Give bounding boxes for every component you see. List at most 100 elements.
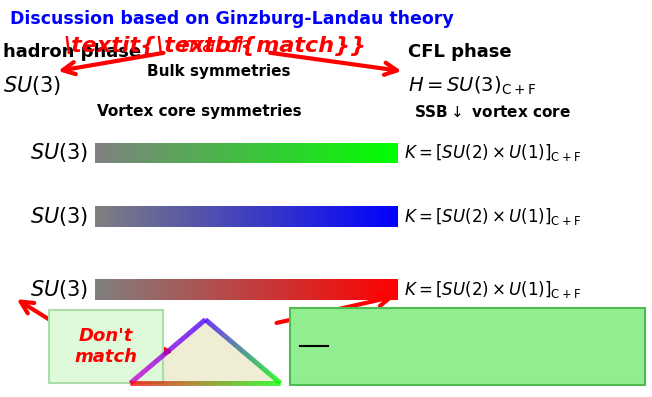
Bar [177,143,179,163]
Bar [353,279,354,300]
Bar [339,206,340,227]
Bar [241,143,242,163]
Bar [108,279,109,300]
Bar [304,143,306,163]
Bar [186,279,188,300]
Bar [336,279,337,300]
Bar [228,143,229,163]
Bar [368,206,370,227]
Bar [209,279,210,300]
Bar [242,279,243,300]
Bar [245,143,246,163]
Text: $=\ \dfrac{SU(3)_{\rm C+F}}{SU(2)\times U(1)}\ =\ \mathbf{C}P^{\mathbf{2}}$: $=\ \dfrac{SU(3)_{\rm C+F}}{SU(2)\times … [329,325,523,368]
Bar [134,279,135,300]
Bar [256,143,258,163]
Bar [98,206,100,227]
FancyBboxPatch shape [290,308,645,385]
Text: $H$: $H$ [303,319,319,338]
Bar [227,279,228,300]
Bar [280,143,282,163]
Bar [210,279,211,300]
Bar [225,206,226,227]
Bar [118,143,119,163]
Bar [248,279,249,300]
Bar [199,279,200,300]
Bar [254,206,255,227]
Bar [327,279,328,300]
Bar [350,279,351,300]
Bar [123,143,124,163]
Text: $K = [SU(2)\times U(1)]_{\rm C+F}$: $K = [SU(2)\times U(1)]_{\rm C+F}$ [404,206,582,227]
Bar [151,206,152,227]
Bar [392,206,393,227]
Bar [299,143,300,163]
Bar [155,206,156,227]
Bar [259,143,260,163]
Bar [314,279,315,300]
Bar [317,279,318,300]
Bar [145,143,146,163]
Bar [106,143,107,163]
Bar [347,279,348,300]
Bar [326,279,327,300]
Bar [261,143,262,163]
Bar [265,206,266,227]
Bar [183,206,185,227]
Bar [119,206,120,227]
Bar [222,279,223,300]
Bar [107,206,108,227]
Bar [289,143,291,163]
Bar [133,143,134,163]
Bar [333,143,334,163]
Bar [224,143,225,163]
Bar [389,206,390,227]
Bar [244,143,245,163]
Bar [115,143,116,163]
Bar [355,279,356,300]
Bar [109,143,110,163]
Bar [261,206,262,227]
Bar [392,279,393,300]
Bar [346,206,347,227]
Bar [310,143,311,163]
Bar [149,206,150,227]
Bar [266,279,267,300]
Bar [223,279,224,300]
Bar [216,206,217,227]
Bar [339,143,340,163]
Bar [253,279,254,300]
Bar [220,206,221,227]
Bar [274,279,275,300]
Bar [132,206,133,227]
Bar [255,279,256,300]
Bar [113,143,115,163]
Bar [96,279,98,300]
Bar [349,206,350,227]
Bar [170,143,171,163]
Bar [306,206,307,227]
Bar [331,143,332,163]
Bar [240,143,241,163]
Bar [258,279,259,300]
Bar [266,206,267,227]
Bar [197,143,198,163]
Bar [392,143,393,163]
Bar [136,279,137,300]
Text: $SU(3)$: $SU(3)$ [3,74,61,97]
Bar [210,143,211,163]
Bar [129,279,130,300]
Bar [104,206,106,227]
Bar [319,143,320,163]
Bar [393,279,394,300]
Bar [319,279,320,300]
Bar [372,143,374,163]
Bar [200,143,201,163]
Bar [295,206,297,227]
Bar [338,206,339,227]
Bar [344,143,345,163]
Bar [221,143,222,163]
Bar [123,206,124,227]
Bar [166,206,168,227]
Bar [205,143,206,163]
Bar [240,206,241,227]
